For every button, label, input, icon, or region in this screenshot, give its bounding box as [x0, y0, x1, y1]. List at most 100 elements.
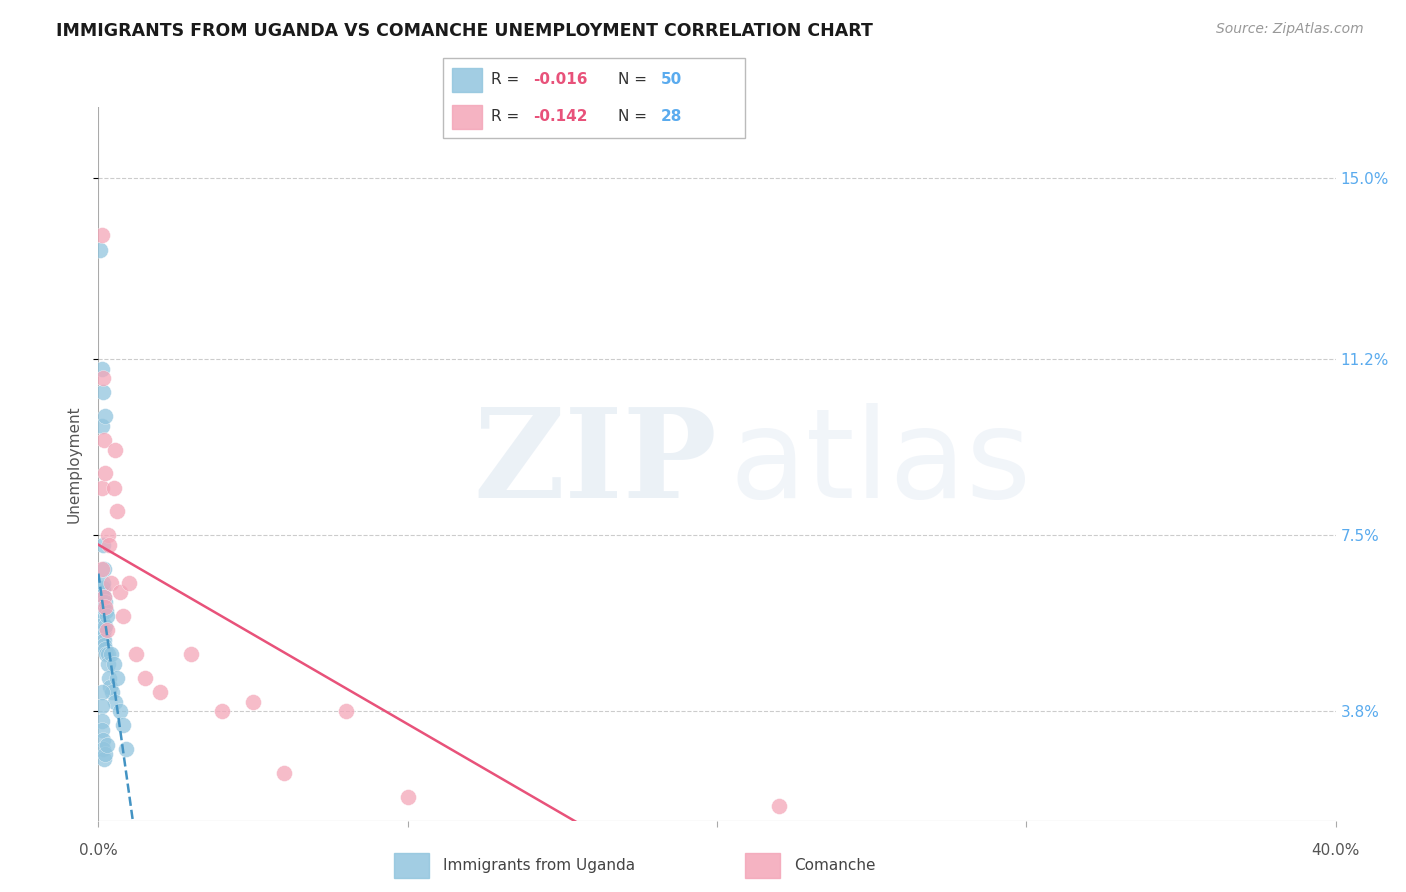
Point [89, 243, 111, 257]
Bar [745, 853, 780, 878]
Point [94, 467, 117, 481]
Point [90, 590, 112, 604]
Point [98, 671, 121, 685]
Point [93, 599, 115, 614]
Text: 40.0%: 40.0% [1312, 843, 1360, 858]
Point [96, 609, 118, 624]
Point [105, 671, 128, 685]
Text: Source: ZipAtlas.com: Source: ZipAtlas.com [1216, 22, 1364, 37]
Text: N =: N = [619, 109, 652, 124]
Point [103, 481, 125, 495]
Point [108, 704, 131, 718]
Text: ZIP: ZIP [474, 403, 717, 524]
Text: atlas: atlas [730, 403, 1032, 524]
Point [90, 585, 112, 599]
Point [104, 695, 127, 709]
Point [91, 595, 114, 609]
Point [91, 732, 114, 747]
Point [91, 371, 114, 385]
Text: Immigrants from Uganda: Immigrants from Uganda [443, 858, 636, 872]
Bar [394, 853, 429, 878]
Point [90, 614, 112, 628]
Point [242, 695, 264, 709]
Point [100, 575, 122, 590]
Text: 50: 50 [661, 72, 682, 87]
Point [335, 704, 357, 718]
Point [93, 590, 115, 604]
Point [112, 609, 135, 624]
Point [211, 704, 233, 718]
Y-axis label: Unemployment: Unemployment [66, 405, 82, 523]
Point [98, 681, 121, 695]
Point [97, 647, 120, 661]
Point [96, 624, 118, 638]
Text: 0.0%: 0.0% [79, 843, 118, 858]
Point [93, 618, 115, 632]
Point [94, 595, 117, 609]
Text: N =: N = [619, 72, 652, 87]
Point [90, 609, 112, 624]
Point [149, 685, 172, 699]
Point [90, 685, 112, 699]
Point [93, 599, 115, 614]
Point [103, 657, 125, 671]
Point [104, 442, 127, 457]
Point [94, 747, 117, 761]
Point [108, 585, 131, 599]
Point [97, 528, 120, 542]
Point [97, 657, 120, 671]
Point [396, 789, 419, 804]
Point [93, 638, 115, 652]
Bar [451, 68, 482, 92]
Point [134, 671, 156, 685]
Point [93, 409, 115, 424]
Point [105, 504, 128, 518]
Point [93, 752, 115, 766]
Point [115, 742, 138, 756]
Text: 28: 28 [661, 109, 682, 124]
Bar [451, 104, 482, 128]
Point [101, 685, 124, 699]
Point [90, 624, 112, 638]
Point [93, 561, 115, 575]
Point [93, 590, 115, 604]
Point [94, 647, 117, 661]
Point [91, 714, 114, 728]
Point [96, 738, 118, 752]
Point [91, 723, 114, 738]
Point [96, 604, 118, 618]
Point [768, 799, 790, 814]
Point [90, 228, 112, 243]
Point [93, 632, 115, 647]
Point [91, 581, 114, 595]
Point [93, 624, 115, 638]
Point [93, 628, 115, 642]
Point [91, 575, 114, 590]
Point [124, 647, 146, 661]
Point [100, 647, 122, 661]
Point [91, 604, 114, 618]
Point [91, 538, 114, 552]
Text: R =: R = [491, 72, 524, 87]
Point [91, 561, 114, 575]
Point [180, 647, 202, 661]
Point [90, 699, 112, 714]
Text: IMMIGRANTS FROM UGANDA VS COMANCHE UNEMPLOYMENT CORRELATION CHART: IMMIGRANTS FROM UGANDA VS COMANCHE UNEMP… [56, 22, 873, 40]
Point [112, 718, 135, 732]
Text: R =: R = [491, 109, 524, 124]
Point [118, 575, 141, 590]
Point [91, 361, 114, 376]
Point [91, 418, 114, 433]
Point [91, 481, 114, 495]
Text: Comanche: Comanche [794, 858, 876, 872]
Point [94, 642, 117, 657]
Point [98, 538, 121, 552]
Point [91, 385, 114, 400]
Point [273, 766, 295, 780]
Point [90, 599, 112, 614]
Text: -0.142: -0.142 [534, 109, 588, 124]
Point [93, 433, 115, 447]
Text: -0.016: -0.016 [534, 72, 588, 87]
Point [91, 742, 114, 756]
FancyBboxPatch shape [443, 58, 745, 138]
